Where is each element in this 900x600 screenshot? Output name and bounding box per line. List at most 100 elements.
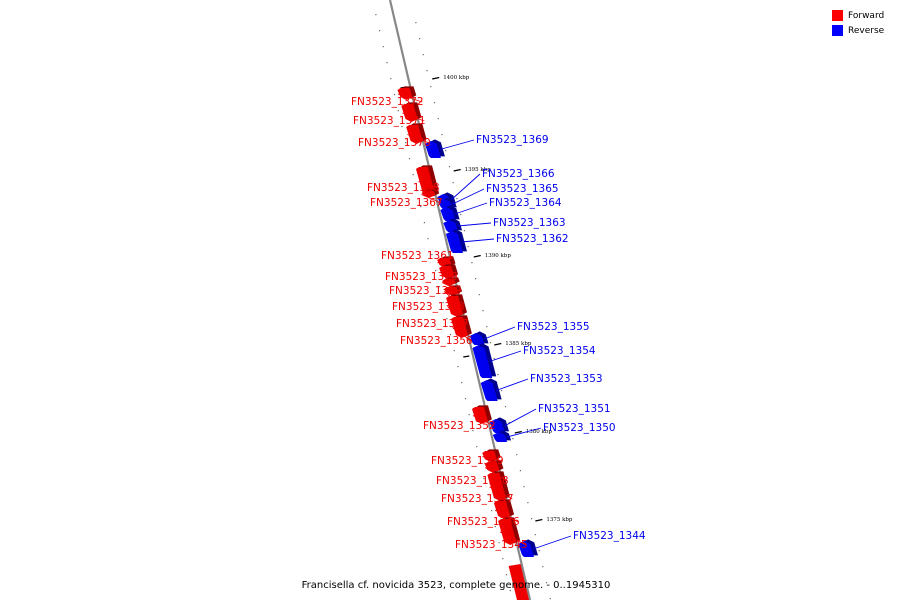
gene-forward [421, 189, 440, 198]
guide-dot [456, 198, 458, 200]
gene-highlight [425, 143, 432, 156]
guide-dot [472, 430, 474, 432]
guide-dot [457, 366, 459, 368]
gene-forward [451, 315, 472, 338]
guide-dot [498, 542, 500, 544]
guide-dot [527, 502, 529, 504]
leader-line [451, 173, 481, 200]
gene-body [492, 432, 508, 442]
guide-dot [534, 534, 536, 536]
guide-dot [476, 446, 478, 448]
guide-dot [442, 302, 444, 304]
guide-dot [494, 526, 496, 528]
gene-reverse [424, 139, 445, 158]
gene-forward [472, 405, 492, 424]
reverse-swatch-icon [832, 25, 843, 36]
guide-dot [415, 22, 417, 24]
leader-line [402, 112, 425, 122]
guide-dot [386, 62, 388, 64]
guide-dot [460, 214, 462, 216]
leader-line [495, 378, 529, 391]
guide-dot [382, 46, 384, 48]
gene-forward [487, 471, 510, 501]
gene-label: FN3523_1347 [441, 493, 514, 505]
scale-tick [535, 518, 543, 522]
guide-dot [430, 86, 432, 88]
guide-dot [375, 14, 377, 16]
leader-line [418, 181, 439, 189]
guide-dot [448, 166, 451, 168]
guide-dot [422, 54, 424, 56]
gene-highlight [453, 319, 460, 336]
gene-highlight [470, 335, 476, 343]
gene-highlight [424, 193, 427, 196]
guide-dot [468, 414, 470, 416]
leader-line [397, 93, 423, 103]
guide-dot [502, 558, 504, 560]
guide-dot [512, 438, 514, 440]
leader-line [532, 535, 572, 550]
guide-dot [446, 318, 448, 320]
leader-line [452, 188, 485, 205]
guide-dot [397, 110, 399, 112]
guide-dot [449, 334, 452, 336]
scale-tick-label: 1395 kbp [465, 167, 492, 173]
gene-reverse [472, 343, 497, 378]
guide-dot [431, 254, 433, 256]
guide-dot [491, 510, 493, 512]
guide-dot [467, 246, 469, 248]
gene-label: FN3523_1362 [496, 233, 569, 245]
guide-dot [493, 358, 495, 360]
guide-dot [463, 230, 465, 232]
guide-dot [452, 182, 454, 184]
legend-label-reverse: Reverse [848, 25, 885, 36]
gene-highlight [486, 464, 492, 471]
gene-forward [397, 86, 417, 100]
guide-dot [408, 158, 411, 160]
leader-line [499, 531, 527, 546]
gene-label: FN3523_1357 [396, 318, 469, 330]
guide-dot [445, 150, 447, 152]
label-leader-lines [397, 93, 572, 550]
guide-dot [390, 78, 392, 80]
gene-labels: FN3523_1372 FN3523_1371 FN3523_1370 FN3523_… [351, 96, 646, 551]
gene-body [445, 231, 463, 253]
gene-body [508, 564, 529, 600]
guide-dot [523, 486, 525, 488]
gene-label: FN3523_1349 [431, 455, 504, 467]
gene-label: FN3523_1353 [530, 373, 603, 385]
gene-highlight [489, 475, 498, 499]
gene-label: FN3523_1352 [423, 420, 496, 432]
gene-label: FN3523_1370 [358, 137, 431, 149]
gene-label: FN3523_1350 [543, 422, 616, 434]
leader-line [489, 486, 513, 500]
gene-highlight [446, 289, 450, 294]
gene-label: FN3523_1359 [389, 285, 462, 297]
scale-ticks: 1400 kbp 1395 kbp 1390 kbp 1385 kbp 1380 kbp… [400, 75, 573, 523]
guide-dot [420, 206, 422, 208]
gene-label: FN3523_1368 [367, 182, 440, 194]
gene-reverse [518, 539, 538, 557]
gene-label: FN3523_1351 [538, 403, 611, 415]
guide-dot [423, 222, 425, 224]
gene-forward [498, 517, 521, 545]
gene-label: FN3523_1364 [489, 197, 562, 209]
guide-dot [419, 38, 421, 40]
gene-body [442, 279, 456, 286]
gene-reverse [469, 331, 489, 345]
gene-label: FN3523_1354 [523, 345, 596, 357]
guide-dot [482, 310, 484, 312]
guide-dot [489, 342, 492, 344]
guide-dot [516, 454, 518, 456]
guide-dot [487, 494, 489, 496]
guide-dot [501, 390, 503, 392]
dotted-guide-lines [375, 14, 551, 600]
leader-line [504, 408, 537, 427]
gene-forward [442, 277, 460, 286]
leader-line [437, 255, 453, 264]
guide-dot [471, 262, 473, 264]
gene-forward [444, 285, 463, 296]
leader-line [472, 415, 495, 427]
guide-dot [401, 126, 403, 128]
